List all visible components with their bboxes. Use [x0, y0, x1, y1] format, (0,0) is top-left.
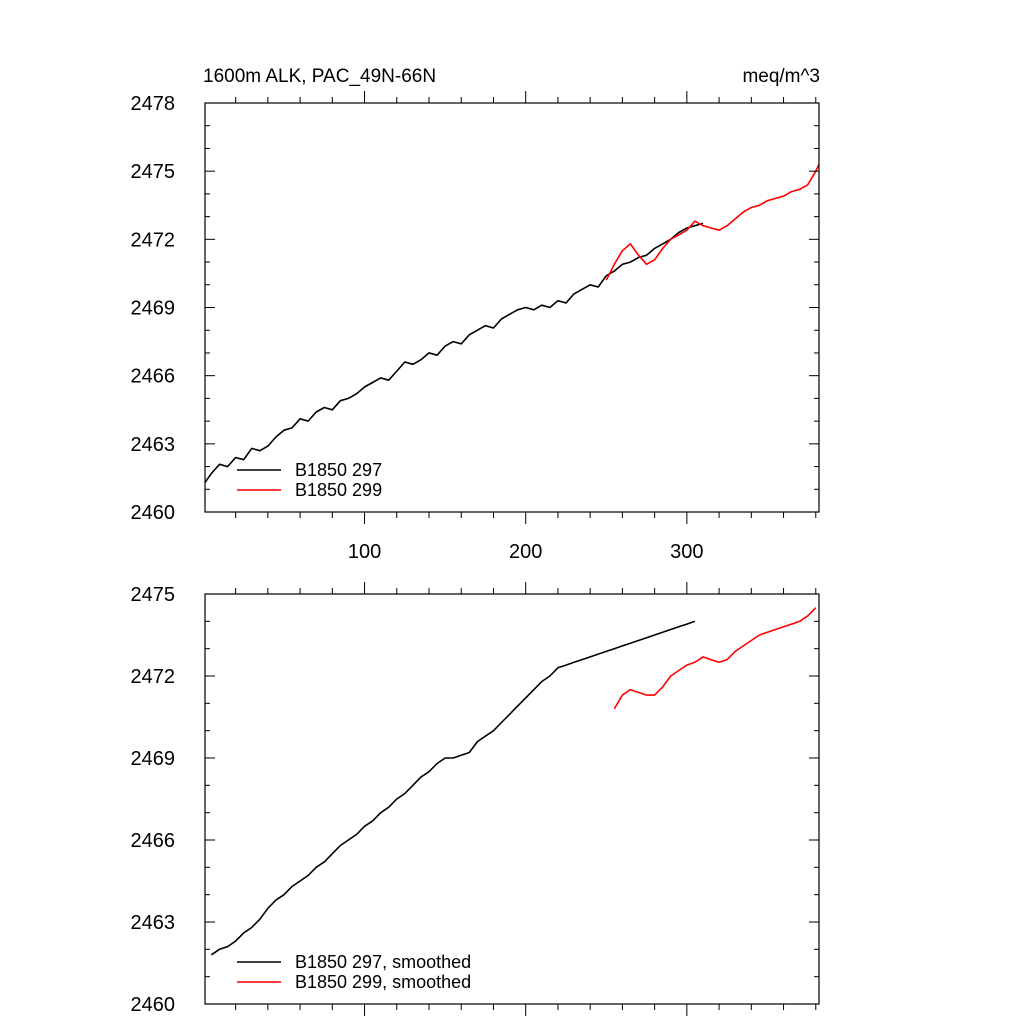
legend-label: B1850 297, smoothed [295, 952, 471, 972]
y-tick-label: 2475 [131, 161, 176, 183]
plot-frame [204, 102, 820, 513]
chart-units: meq/m^3 [742, 66, 820, 87]
series-line [605, 163, 820, 281]
series-line [613, 607, 817, 710]
chart-bottom: 2460 2463 2466 2469 2472 2475 B1850 297, smoo… [131, 582, 820, 1016]
y-tick-label: 2463 [131, 912, 176, 934]
series-line [210, 620, 696, 956]
y-tick-label: 2472 [131, 229, 176, 251]
chart-title-left: 1600m ALK, PAC_49N-66N [203, 66, 436, 87]
x-tick-label: 300 [670, 541, 703, 563]
y-tick-label: 2460 [131, 994, 176, 1016]
y-tick-label: 2478 [131, 93, 176, 115]
series-line [204, 222, 704, 483]
y-tick-label: 2463 [131, 434, 176, 456]
legend-label: B1850 299, smoothed [295, 972, 471, 992]
x-tick-label: 100 [348, 541, 381, 563]
legend-label: B1850 297 [295, 460, 382, 480]
y-tick-label: 2466 [131, 830, 176, 852]
legend-label: B1850 299 [295, 480, 382, 500]
chart-top: 1600m ALK, PAC_49N-66N meq/m^3 2460 2463 2… [131, 66, 821, 563]
plot-frame [204, 593, 820, 1005]
y-tick-label: 2469 [131, 298, 176, 320]
x-tick-label: 200 [509, 541, 542, 563]
y-tick-label: 2469 [131, 748, 176, 770]
y-tick-label: 2466 [131, 366, 176, 388]
y-tick-label: 2475 [131, 584, 176, 606]
y-tick-label: 2472 [131, 666, 176, 688]
y-tick-label: 2460 [131, 502, 176, 524]
